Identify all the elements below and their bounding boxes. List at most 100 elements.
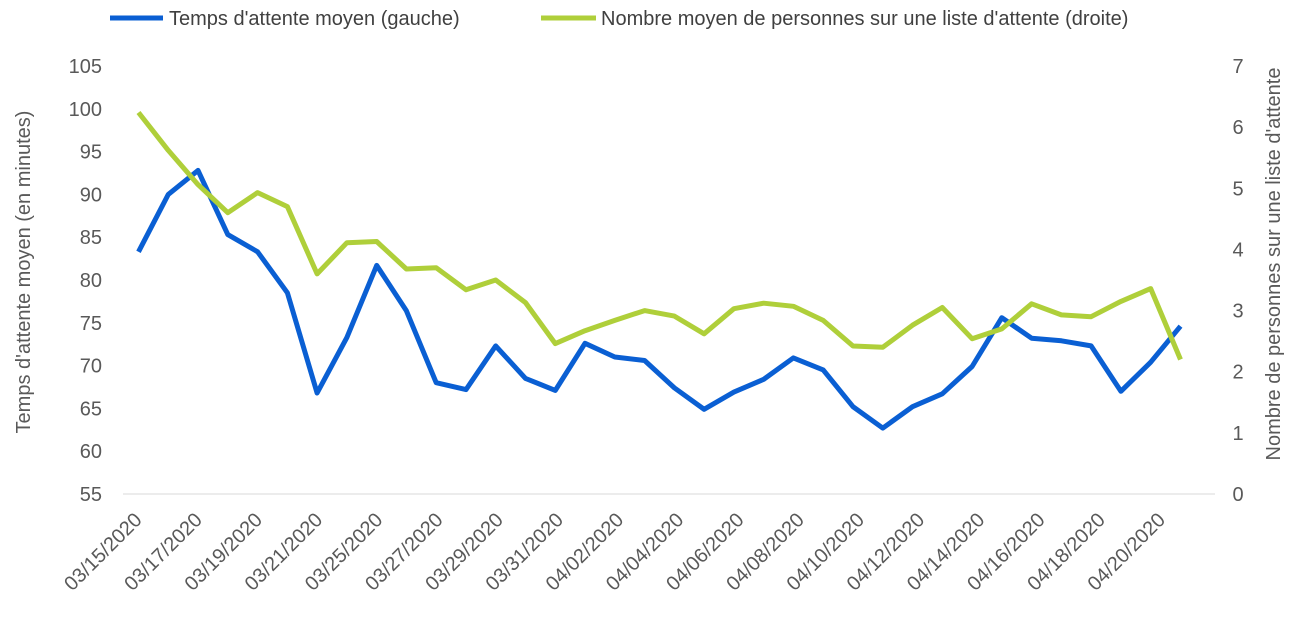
wait-time-point — [434, 380, 439, 385]
people-count-point — [1148, 286, 1153, 291]
wait-time-point — [880, 426, 885, 431]
people-count-point — [642, 308, 647, 313]
wait-time-point — [523, 376, 528, 381]
wait-time-point — [791, 355, 796, 360]
people-count-point — [523, 300, 528, 305]
people-count-point — [344, 240, 349, 245]
wait-time-point — [1148, 360, 1153, 365]
wait-time-point — [166, 192, 171, 197]
people-count-point — [880, 345, 885, 350]
right-tick-label: 4 — [1232, 239, 1243, 261]
wait-time-point — [464, 387, 469, 392]
people-count-point — [731, 306, 736, 311]
left-axis-ticks: 55 60 65 70 75 80 85 90 95 100 105 — [69, 56, 102, 506]
wait-time-point — [255, 249, 260, 254]
legend-label-people-count: Nombre moyen de personnes sur une liste … — [601, 8, 1128, 30]
people-count-point — [940, 305, 945, 310]
wait-time-point — [612, 355, 617, 360]
wait-time-point — [493, 343, 498, 348]
people-count-point — [1029, 301, 1034, 306]
wait-time-point — [225, 232, 230, 237]
people-count-point — [791, 304, 796, 309]
right-tick-label: 0 — [1232, 484, 1243, 506]
people-count-point — [583, 328, 588, 333]
people-count-point — [761, 301, 766, 306]
wait-time-point — [583, 341, 588, 346]
people-count-point — [404, 267, 409, 272]
left-tick-label: 70 — [80, 356, 102, 378]
right-tick-label: 1 — [1232, 423, 1243, 445]
people-count-point — [612, 318, 617, 323]
wait-time-point — [315, 391, 320, 396]
wait-time-point — [404, 308, 409, 313]
wait-time-point — [1089, 343, 1094, 348]
wait-time-point — [731, 390, 736, 395]
x-axis-ticks: 03/15/202003/17/202003/19/202003/21/2020… — [60, 509, 1170, 595]
people-count-point — [1089, 314, 1094, 319]
wait-time-point — [285, 290, 290, 295]
wait-time-point — [702, 407, 707, 412]
left-tick-label: 85 — [80, 227, 102, 249]
wait-time-point — [1178, 324, 1183, 329]
left-tick-label: 80 — [80, 270, 102, 292]
people-count-point — [136, 110, 141, 115]
people-count-point — [970, 336, 975, 341]
right-tick-label: 5 — [1232, 178, 1243, 200]
left-axis-title: Temps d'attente moyen (en minutes) — [13, 111, 35, 434]
right-tick-label: 3 — [1232, 301, 1243, 323]
wait-time-point — [1029, 336, 1034, 341]
wait-time-point — [821, 367, 826, 372]
right-axis-title: Nombre de personnes sur une liste d'atte… — [1263, 68, 1285, 461]
wait-time-point — [1118, 389, 1123, 394]
wait-time-point — [374, 263, 379, 268]
wait-time-point — [553, 388, 558, 393]
right-tick-label: 7 — [1232, 56, 1243, 78]
series-line-wait-time — [136, 167, 1183, 431]
wait-time-point — [910, 404, 915, 409]
people-count-point — [434, 265, 439, 270]
left-tick-label: 95 — [80, 142, 102, 164]
people-count-point — [374, 239, 379, 244]
people-count-point — [464, 287, 469, 292]
right-tick-label: 6 — [1232, 117, 1243, 139]
people-count-point — [1059, 312, 1064, 317]
people-count-point — [553, 341, 558, 346]
wait-time-point — [761, 377, 766, 382]
people-count-point — [821, 318, 826, 323]
series-lines — [136, 110, 1183, 431]
legend-label-wait-time: Temps d'attente moyen (gauche) — [169, 8, 460, 30]
left-tick-label: 75 — [80, 313, 102, 335]
wait-time-point — [940, 391, 945, 396]
people-count-point — [1118, 299, 1123, 304]
right-tick-label: 2 — [1232, 362, 1243, 384]
left-tick-label: 90 — [80, 184, 102, 206]
wait-time-point — [970, 364, 975, 369]
wait-time-point — [196, 168, 201, 173]
people-count-point — [285, 204, 290, 209]
right-axis-ticks: 0 1 2 3 4 5 6 7 — [1232, 56, 1243, 506]
people-count-point — [1178, 357, 1183, 362]
people-count-point — [672, 314, 677, 319]
left-tick-label: 105 — [69, 56, 102, 78]
left-tick-label: 55 — [80, 484, 102, 506]
wait-time-point — [851, 404, 856, 409]
wait-time-point — [1059, 338, 1064, 343]
wait-time-point — [672, 385, 677, 390]
wait-time-point — [344, 335, 349, 340]
series-line-people-count — [136, 110, 1183, 361]
people-count-point — [225, 210, 230, 215]
people-count-point — [315, 271, 320, 276]
people-count-point — [196, 182, 201, 187]
left-tick-label: 100 — [69, 99, 102, 121]
left-tick-label: 60 — [80, 441, 102, 463]
people-count-point — [702, 331, 707, 336]
wait-time-point — [999, 315, 1004, 320]
legend: Temps d'attente moyen (gauche) Nombre mo… — [110, 8, 1128, 30]
people-count-point — [166, 148, 171, 153]
wait-time-point — [642, 358, 647, 363]
people-count-point — [493, 278, 498, 283]
wait-time-point — [136, 249, 141, 254]
people-count-point — [851, 344, 856, 349]
people-count-point — [255, 190, 260, 195]
